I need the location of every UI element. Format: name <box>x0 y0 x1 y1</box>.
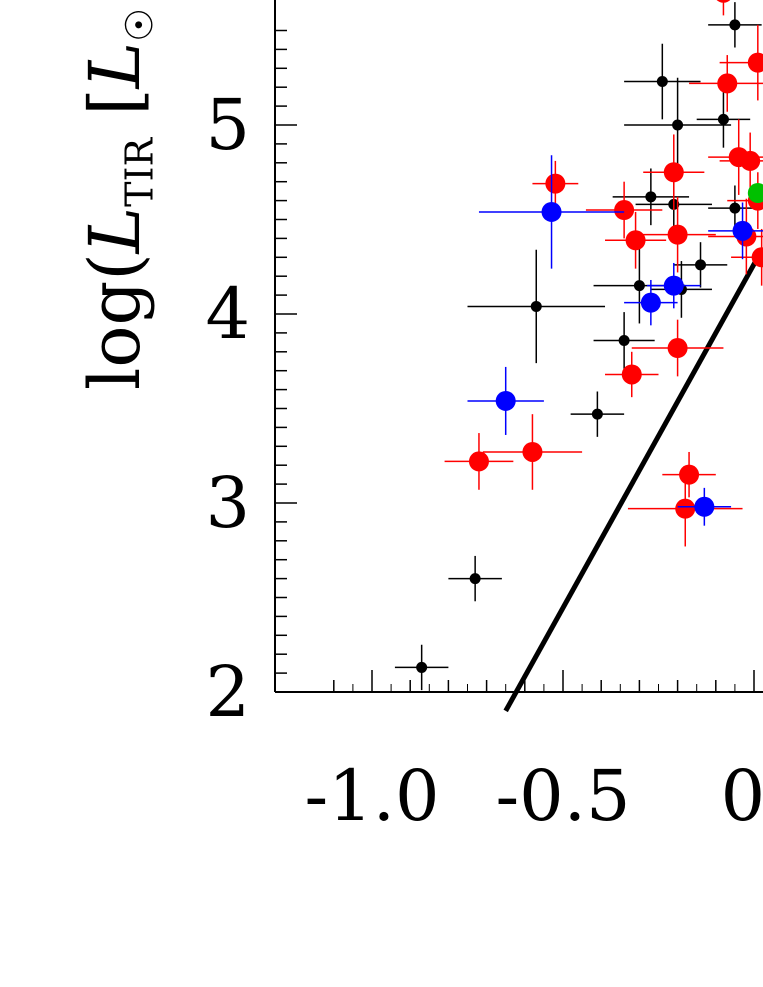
point-marker <box>679 464 700 485</box>
point-marker <box>717 73 738 94</box>
point-marker <box>645 191 657 203</box>
data-point-black <box>696 90 751 148</box>
data-point-red <box>482 414 583 490</box>
point-marker <box>545 173 566 194</box>
point-marker <box>716 0 731 3</box>
series-green <box>747 183 763 204</box>
data-point-green <box>747 183 763 204</box>
data-point-red <box>605 211 667 269</box>
point-marker <box>656 76 668 88</box>
data-point-black <box>394 644 449 691</box>
point-marker <box>530 300 542 312</box>
data-point-black <box>624 77 732 173</box>
data-point-red <box>631 319 724 377</box>
data-point-red <box>627 470 743 547</box>
point-marker <box>729 19 741 31</box>
point-marker <box>729 202 741 214</box>
point-marker <box>667 338 688 359</box>
data-point-red <box>731 228 763 286</box>
x-tick-label: -0.5 <box>496 755 631 837</box>
point-marker <box>495 390 516 411</box>
point-marker <box>717 113 729 125</box>
y-tick-label: 4 <box>205 273 250 355</box>
point-marker <box>469 573 481 585</box>
data-point-blue <box>647 262 701 309</box>
point-marker <box>663 275 684 296</box>
point-marker <box>675 498 696 519</box>
tick-labels: 2 3 4 5 -1.0 -0.5 0. <box>205 84 763 837</box>
data-point-red <box>605 351 659 398</box>
data-point-black <box>467 249 606 364</box>
axes <box>274 0 763 693</box>
fit-line <box>503 256 761 713</box>
data-point-black <box>673 242 728 288</box>
point-marker <box>747 183 763 204</box>
data-point-black <box>593 312 655 369</box>
y-tick-label: 2 <box>205 651 250 733</box>
fit-line-group <box>503 256 761 713</box>
point-marker <box>621 364 642 385</box>
series-blue <box>467 155 763 526</box>
point-marker <box>663 162 684 183</box>
point-marker <box>667 224 688 245</box>
point-marker <box>522 441 543 462</box>
point-marker <box>747 52 763 73</box>
data-point-red <box>716 0 731 16</box>
data-point-red <box>662 451 716 498</box>
point-marker <box>591 408 603 420</box>
data-point-black <box>624 43 701 120</box>
point-marker <box>468 451 489 472</box>
point-marker <box>541 201 562 222</box>
data-point-blue <box>478 155 625 269</box>
data-point-red <box>719 24 763 101</box>
point-marker <box>695 259 707 271</box>
data-point-red <box>689 55 763 112</box>
data-point-black <box>612 168 690 226</box>
data-point-red <box>532 160 579 207</box>
data-point-blue <box>708 202 763 260</box>
data-point-red <box>444 433 514 490</box>
point-marker <box>740 150 761 171</box>
data-point-black <box>570 391 625 437</box>
data-point-red <box>719 132 763 190</box>
x-tick-label: 0. <box>721 755 763 837</box>
point-marker <box>618 334 630 346</box>
point-marker <box>416 661 428 673</box>
data-point-black <box>708 2 762 48</box>
point-marker <box>732 220 753 241</box>
data-point-black <box>448 555 502 602</box>
y-tick-label: 3 <box>205 462 250 544</box>
data-point-blue <box>467 366 544 435</box>
data-point-blue <box>677 487 732 526</box>
data-point-red <box>585 181 663 239</box>
point-marker <box>633 280 645 292</box>
point-marker <box>751 247 763 268</box>
y-axis-label: log(LTIR [L☉ <box>74 7 162 390</box>
point-marker <box>694 496 715 517</box>
data-point-red <box>643 134 705 211</box>
data-point-red <box>639 196 716 273</box>
point-marker <box>672 119 684 131</box>
data-points <box>394 0 763 691</box>
data-point-blue <box>624 279 678 326</box>
x-tick-label: -1.0 <box>305 755 440 837</box>
y-tick-label: 5 <box>205 84 250 166</box>
point-marker <box>625 230 646 251</box>
series-red <box>444 0 763 547</box>
point-marker <box>614 200 635 221</box>
point-marker <box>640 292 661 313</box>
